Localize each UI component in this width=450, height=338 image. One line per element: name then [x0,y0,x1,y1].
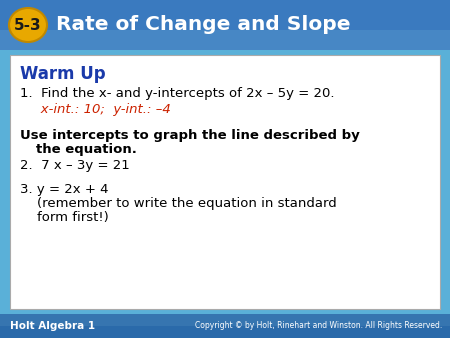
Text: 1.  Find the x- and y-intercepts of 2x – 5y = 20.: 1. Find the x- and y-intercepts of 2x – … [20,87,334,100]
Bar [0,30,450,50]
Bar [0,314,450,338]
Text: x-int.: 10;  y-int.: –4: x-int.: 10; y-int.: –4 [28,103,171,116]
Text: Rate of Change and Slope: Rate of Change and Slope [56,16,351,34]
Text: Copyright © by Holt, Rinehart and Winston. All Rights Reserved.: Copyright © by Holt, Rinehart and Winsto… [195,321,442,331]
Bar [0,0,450,50]
Text: Warm Up: Warm Up [20,65,106,83]
Ellipse shape [9,8,47,42]
Text: 2.  7 x – 3y = 21: 2. 7 x – 3y = 21 [20,159,130,172]
Text: Use intercepts to graph the line described by: Use intercepts to graph the line describ… [20,129,360,142]
Text: 3. y = 2x + 4: 3. y = 2x + 4 [20,183,108,196]
Text: Holt Algebra 1: Holt Algebra 1 [10,321,95,331]
Text: the equation.: the equation. [36,143,137,156]
FancyBboxPatch shape [10,55,440,309]
Bar [0,314,450,326]
Text: (remember to write the equation in standard: (remember to write the equation in stand… [20,197,337,210]
Text: form first!): form first!) [20,211,109,224]
Text: 5-3: 5-3 [14,18,42,32]
